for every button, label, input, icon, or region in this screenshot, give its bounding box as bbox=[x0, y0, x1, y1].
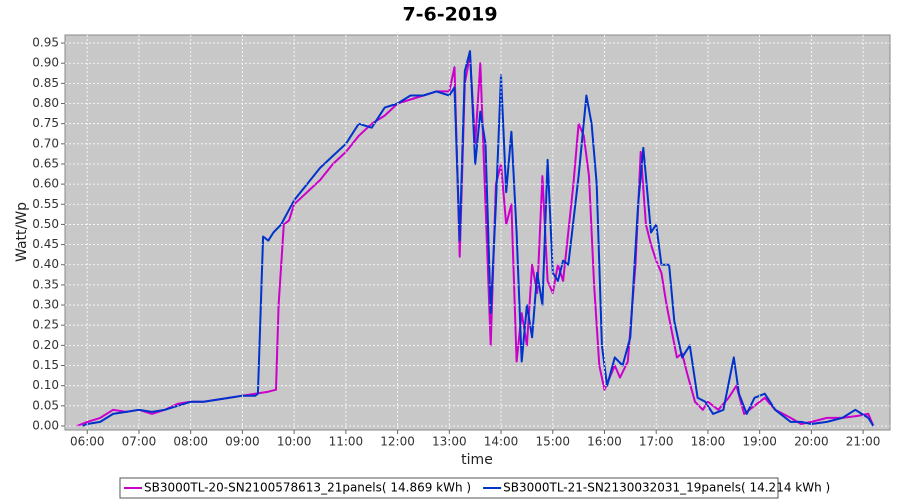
y-tick-label: 0.10 bbox=[32, 378, 59, 392]
series-line bbox=[81, 50, 875, 427]
y-tick-label: 0.25 bbox=[32, 318, 59, 332]
y-tick-label: 0.15 bbox=[32, 358, 59, 372]
x-tick-label: 15:00 bbox=[535, 435, 570, 449]
y-tick-label: 0.20 bbox=[32, 338, 59, 352]
y-tick-label: 0.40 bbox=[32, 257, 59, 271]
y-tick-label: 0.00 bbox=[32, 418, 59, 432]
x-tick-label: 07:00 bbox=[122, 435, 157, 449]
x-tick-label: 18:00 bbox=[691, 435, 726, 449]
x-tick-label: 10:00 bbox=[277, 435, 312, 449]
x-tick-label: 08:00 bbox=[173, 435, 208, 449]
y-tick-label: 0.35 bbox=[32, 277, 59, 291]
y-tick-label: 0.45 bbox=[32, 237, 59, 251]
plot-content bbox=[76, 50, 875, 427]
y-tick-label: 0.90 bbox=[32, 56, 59, 70]
x-tick-label: 11:00 bbox=[329, 435, 364, 449]
x-tick-label: 13:00 bbox=[432, 435, 467, 449]
y-tick-label: 0.85 bbox=[32, 76, 59, 90]
x-tick-label: 19:00 bbox=[742, 435, 777, 449]
legend-label: SB3000TL-21-SN2130032031_19panels( 14.21… bbox=[503, 481, 830, 495]
x-tick-label: 16:00 bbox=[587, 435, 622, 449]
x-tick-label: 09:00 bbox=[225, 435, 260, 449]
x-tick-label: 06:00 bbox=[70, 435, 105, 449]
x-axis-title: time bbox=[461, 452, 493, 468]
x-tick-label: 14:00 bbox=[484, 435, 519, 449]
y-tick-label: 0.80 bbox=[32, 96, 59, 110]
y-tick-label: 0.65 bbox=[32, 156, 59, 170]
x-tick-label: 17:00 bbox=[639, 435, 674, 449]
y-tick-label: 0.50 bbox=[32, 217, 59, 231]
chart-title: 7-6-2019 bbox=[402, 4, 497, 26]
legend-box bbox=[119, 477, 779, 499]
y-tick-label: 0.95 bbox=[32, 36, 59, 50]
x-tick-label: 12:00 bbox=[380, 435, 415, 449]
x-tick-label: 21:00 bbox=[846, 435, 881, 449]
y-tick-label: 0.60 bbox=[32, 177, 59, 191]
y-axis-title: Watt/Wp bbox=[14, 202, 30, 262]
legend-label: SB3000TL-20-SN2100578613_21panels( 14.86… bbox=[144, 481, 471, 495]
y-tick-label: 0.70 bbox=[32, 136, 59, 150]
y-tick-label: 0.55 bbox=[32, 197, 59, 211]
y-tick-label: 0.05 bbox=[32, 398, 59, 412]
y-tick-label: 0.30 bbox=[32, 298, 59, 312]
y-tick-label: 0.75 bbox=[32, 116, 59, 130]
x-tick-label: 20:00 bbox=[794, 435, 829, 449]
